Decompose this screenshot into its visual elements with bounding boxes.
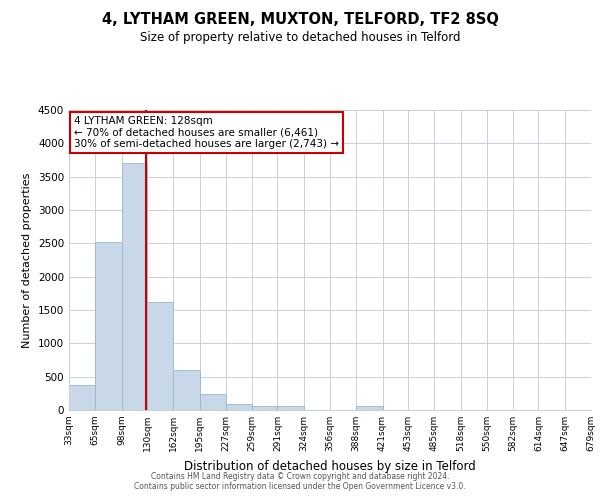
Bar: [226, 404, 251, 410]
Text: Contains public sector information licensed under the Open Government Licence v3: Contains public sector information licen…: [134, 482, 466, 491]
Text: Contains HM Land Registry data © Crown copyright and database right 2024.: Contains HM Land Registry data © Crown c…: [151, 472, 449, 481]
Bar: [277, 406, 304, 410]
Text: Size of property relative to detached houses in Telford: Size of property relative to detached ho…: [140, 31, 460, 44]
Bar: [356, 406, 383, 410]
Bar: [251, 406, 277, 410]
Text: 4, LYTHAM GREEN, MUXTON, TELFORD, TF2 8SQ: 4, LYTHAM GREEN, MUXTON, TELFORD, TF2 8S…: [101, 12, 499, 28]
X-axis label: Distribution of detached houses by size in Telford: Distribution of detached houses by size …: [184, 460, 476, 472]
Bar: [173, 370, 200, 410]
Bar: [95, 242, 122, 410]
Bar: [200, 394, 226, 410]
Bar: [69, 384, 95, 410]
Bar: [122, 164, 148, 410]
Text: 4 LYTHAM GREEN: 128sqm
← 70% of detached houses are smaller (6,461)
30% of semi-: 4 LYTHAM GREEN: 128sqm ← 70% of detached…: [74, 116, 339, 149]
Y-axis label: Number of detached properties: Number of detached properties: [22, 172, 32, 348]
Bar: [148, 302, 173, 410]
